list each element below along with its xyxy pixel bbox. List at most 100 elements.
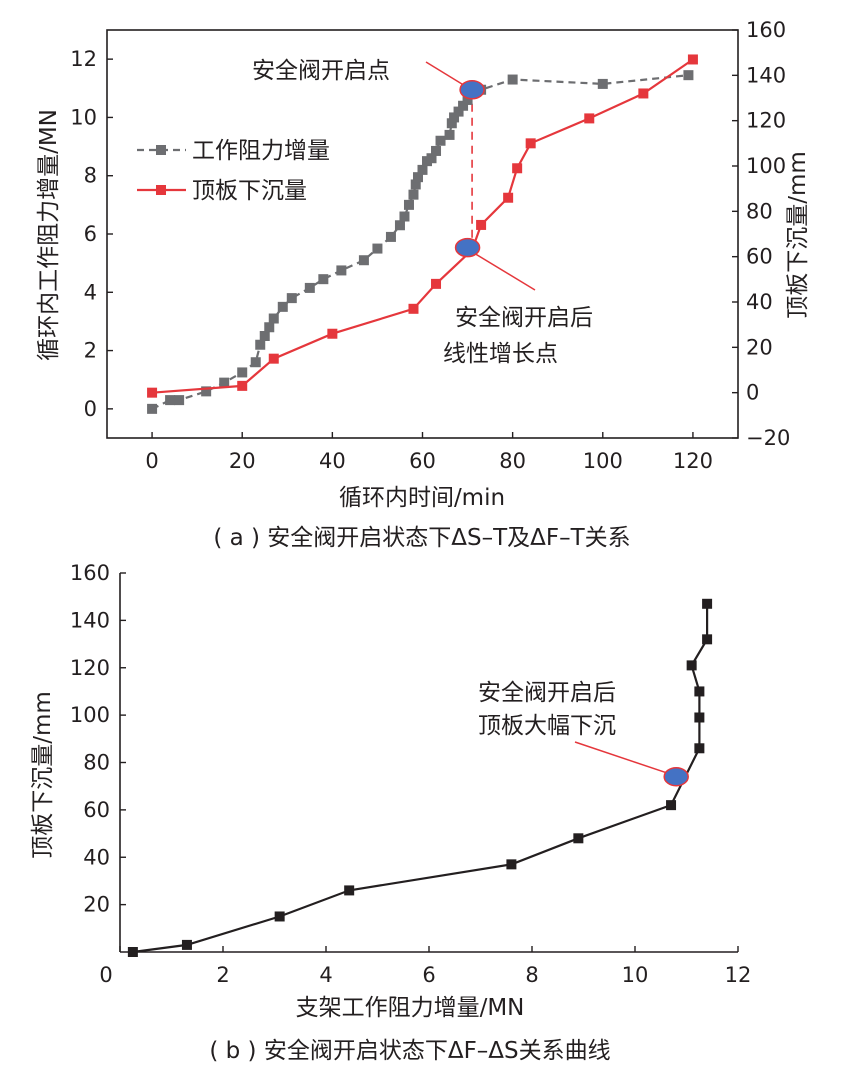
- chart-a-tick-labels: 0 20 40 60 80 100 120 0 2 4 6 8 10 12 −20 0 20 40 60 80 100 1…: [70, 18, 790, 473]
- x-tick-label: 60: [409, 449, 436, 473]
- data-point-resistance: [277, 301, 288, 312]
- data-point-resistance: [201, 386, 212, 397]
- x-tick-label: 8: [525, 963, 538, 987]
- data-point-resistance: [410, 179, 421, 190]
- data-point-resistance: [426, 153, 437, 164]
- y-left-tick-label: 6: [84, 222, 97, 246]
- chart-a-ticks: [107, 29, 738, 439]
- data-point-resistance: [399, 211, 410, 222]
- x-tick-label: 10: [622, 963, 649, 987]
- data-point-subsidence: [503, 192, 514, 203]
- data-point-resistance: [394, 220, 405, 231]
- data-point-resistance: [268, 313, 279, 324]
- chart-b-ticks: [119, 572, 739, 952]
- chart-a-caption: ( a ) 安全阀开启状态下ΔS–T及ΔF–T关系: [213, 525, 630, 551]
- data-point-subsidence: [687, 54, 698, 65]
- y-right-tick-label: 140: [746, 63, 786, 87]
- y-right-tick-label: 160: [746, 18, 786, 42]
- legend-subsidence-marker: [156, 185, 166, 195]
- y-left-tick-label: 12: [70, 47, 97, 71]
- data-point-resistance: [318, 274, 329, 285]
- data-point-resistance: [174, 395, 185, 406]
- x-tick-label: 20: [229, 449, 256, 473]
- data-point-resistance: [385, 231, 396, 242]
- data-point-resistance: [444, 129, 455, 140]
- data-point-resistance: [449, 112, 460, 123]
- data-point-resistance: [446, 118, 457, 129]
- data-point-resistance: [165, 395, 176, 406]
- y-right-tick-label: 100: [746, 154, 786, 178]
- data-point-resistance: [336, 265, 347, 276]
- data-point-relation: [573, 833, 584, 844]
- data-point-relation: [702, 634, 713, 645]
- y-right-tick-label: 60: [746, 245, 773, 269]
- chart-a-x-axis-title: 循环内时间/min: [339, 485, 505, 511]
- y-tick-label: 40: [83, 845, 110, 869]
- data-point-relation: [181, 939, 192, 950]
- data-point-subsidence: [268, 353, 279, 364]
- y-right-tick-label: 120: [746, 109, 786, 133]
- y-right-tick-label: 20: [746, 335, 773, 359]
- data-point-resistance: [417, 164, 428, 175]
- data-point-relation: [127, 947, 138, 957]
- y-right-tick-label: 80: [746, 199, 773, 223]
- data-point-resistance: [408, 189, 419, 200]
- annotation-marker-linear-point: [454, 237, 481, 258]
- data-point-resistance: [286, 293, 297, 304]
- data-point-resistance: [597, 78, 608, 89]
- data-point-relation: [694, 743, 705, 754]
- data-point-relation: [694, 712, 705, 723]
- y-left-tick-label: 10: [70, 105, 97, 129]
- data-point-subsidence: [327, 328, 338, 339]
- data-point-relation: [694, 686, 705, 697]
- data-point-subsidence: [408, 303, 419, 314]
- y-right-tick-label: −20: [746, 426, 790, 450]
- data-point-relation: [702, 598, 713, 609]
- x-tick-label: 12: [725, 963, 752, 987]
- data-point-resistance: [304, 282, 315, 293]
- data-point-subsidence: [476, 219, 487, 230]
- x-tick-label: 80: [499, 449, 526, 473]
- annotation-marker-large-subsidence: [663, 766, 689, 787]
- x-tick-label: 2: [216, 963, 229, 987]
- chart-b-tick-labels: 0 2 4 6 8 10 12 20 40 60 80 100 120 140 160: [70, 561, 751, 987]
- data-point-subsidence: [525, 138, 536, 149]
- x-tick-label: 0: [145, 449, 158, 473]
- legend-subsidence-label: 顶板下沉量: [192, 178, 307, 204]
- series-line-relation: [132, 603, 709, 954]
- annotation-leader-open-point: [425, 61, 469, 89]
- data-point-resistance: [435, 135, 446, 146]
- annotation-leader-linear-point: [471, 250, 536, 291]
- x-tick-label: 0: [99, 963, 112, 987]
- data-point-resistance: [237, 367, 248, 378]
- data-point-resistance: [219, 377, 230, 388]
- data-point-subsidence: [512, 163, 523, 174]
- y-tick-label: 60: [83, 798, 110, 822]
- y-right-tick-label: 0: [746, 381, 759, 405]
- chart-b: 0 2 4 6 8 10 12 20 40 60 80 100 120 140 160 安全阀开启后顶板大幅…: [30, 561, 751, 1064]
- data-point-resistance: [250, 357, 261, 368]
- data-point-relation: [686, 660, 697, 671]
- legend-item-resistance: 工作阻力增量: [137, 138, 330, 164]
- data-point-resistance: [458, 100, 469, 111]
- y-left-tick-label: 4: [84, 280, 97, 304]
- chart-a-series: [147, 54, 698, 414]
- chart-b-y-axis-title: 顶板下沉量/mm: [30, 691, 56, 859]
- chart-a-legend: 工作阻力增量 顶板下沉量: [137, 138, 330, 204]
- x-tick-label: 100: [583, 449, 623, 473]
- y-left-tick-label: 2: [84, 339, 97, 363]
- data-point-resistance: [264, 322, 275, 333]
- annotation-marker-open-point: [459, 79, 485, 100]
- data-point-resistance: [507, 74, 518, 85]
- data-point-resistance: [453, 106, 464, 117]
- annotation-open-point-label: 安全阀开启点: [252, 58, 390, 84]
- data-point-subsidence: [147, 387, 158, 398]
- data-point-resistance: [431, 145, 442, 156]
- annotation-large-subsidence-label: 安全阀开启后: [478, 680, 616, 706]
- data-point-relation: [274, 911, 285, 922]
- y-tick-label: 120: [70, 656, 110, 680]
- y-tick-label: 100: [70, 703, 110, 727]
